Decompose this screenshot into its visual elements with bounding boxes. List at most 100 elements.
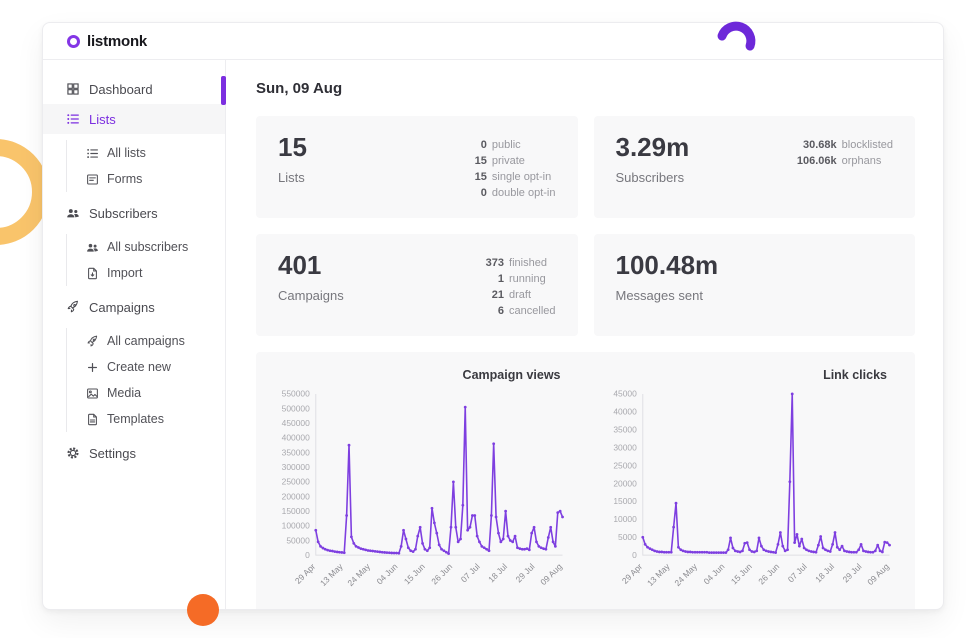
stat-label: Campaigns	[278, 287, 344, 303]
dashboard-icon	[66, 82, 80, 96]
svg-text:550000: 550000	[282, 389, 310, 399]
charts-panel: Campaign views 0 50000 100000 150000 200000 25…	[256, 352, 915, 609]
svg-text:30000: 30000	[613, 442, 637, 452]
sidebar-item-templates[interactable]: Templates	[86, 406, 225, 432]
sidebar-item-label: All lists	[107, 146, 146, 160]
sidebar-item-label: Templates	[107, 412, 164, 426]
svg-text:400000: 400000	[282, 433, 310, 443]
stat-main: 3.29m Subscribers	[616, 133, 690, 201]
stat-detail-label: double opt-in	[491, 187, 556, 199]
chart-campaign-views: Campaign views 0 50000 100000 150000 200000 25…	[270, 366, 571, 609]
sidebar-item-subscribers[interactable]: Subscribers	[43, 198, 225, 228]
stat-detail-value: 15	[474, 171, 487, 183]
stat-card-messages-sent: 100.48m Messages sent	[593, 234, 915, 336]
svg-text:5000: 5000	[618, 532, 637, 542]
stat-value: 100.48m	[615, 250, 719, 280]
svg-text:29 Jul: 29 Jul	[514, 561, 537, 584]
stat-detail-label: public	[491, 139, 521, 151]
sidebar-item-import[interactable]: Import	[86, 260, 225, 286]
app-window: listmonk Dashboard Lists All lists Forms Sub…	[42, 22, 944, 610]
svg-text:50000: 50000	[286, 535, 310, 545]
sidebar-item-label: Import	[107, 266, 143, 280]
logo-ring-icon	[67, 34, 80, 48]
stat-card-lists: 15 Lists 0 public 15 private 15 single opt-in 0 d…	[256, 116, 578, 218]
sidebar-item-label: All campaigns	[107, 334, 185, 348]
sidebar-item-label: Subscribers	[89, 205, 158, 221]
svg-text:35000: 35000	[613, 425, 637, 435]
stat-label: Subscribers	[615, 169, 685, 185]
svg-text:29 Apr: 29 Apr	[293, 561, 317, 585]
stat-main: 15 Lists	[278, 133, 307, 201]
template-icon	[86, 413, 99, 426]
stats-grid: 15 Lists 0 public 15 private 15 single opt-in 0 d…	[256, 116, 915, 336]
svg-text:13 May: 13 May	[644, 561, 671, 588]
sidebar-item-all-lists[interactable]: All lists	[86, 140, 225, 166]
svg-text:09 Aug: 09 Aug	[865, 561, 891, 587]
sidebar-item-settings[interactable]: Settings	[43, 438, 225, 468]
sidebar-scrollbar-thumb[interactable]	[221, 76, 226, 105]
svg-text:26 Jun: 26 Jun	[429, 561, 454, 586]
svg-text:24 May: 24 May	[672, 561, 699, 588]
people-icon	[66, 206, 80, 220]
stat-detail-value: 6	[497, 305, 505, 317]
svg-text:450000: 450000	[282, 418, 310, 428]
stat-details: 30.68k blocklisted 106.06k orphans	[797, 133, 893, 201]
chart-title: Campaign views	[462, 368, 561, 382]
brand-name: listmonk	[87, 32, 148, 50]
svg-text:04 Jun: 04 Jun	[374, 561, 399, 586]
svg-text:20000: 20000	[613, 478, 637, 488]
sidebar-item-all-subscribers[interactable]: All subscribers	[86, 234, 225, 260]
svg-text:0: 0	[305, 550, 310, 560]
sidebar-item-label: Settings	[89, 445, 136, 461]
sidebar-item-dashboard[interactable]: Dashboard	[43, 74, 225, 104]
app-header: listmonk	[43, 23, 943, 60]
sidebar-item-label: Forms	[107, 172, 143, 186]
svg-text:24 May: 24 May	[345, 561, 372, 588]
people-icon	[86, 241, 99, 254]
stat-detail-value: 30.68k	[802, 139, 837, 151]
sidebar-item-campaigns[interactable]: Campaigns	[43, 292, 225, 322]
svg-text:40000: 40000	[613, 407, 637, 417]
stat-detail-value: 373	[485, 257, 505, 269]
rocket-icon	[86, 335, 99, 348]
decorative-dot-icon	[187, 594, 219, 626]
sidebar-item-all-campaigns[interactable]: All campaigns	[86, 328, 225, 354]
chart-canvas: 0 50000 100000 150000 200000 250000 300000 3500…	[282, 389, 565, 588]
sidebar-item-create-new[interactable]: Create new	[86, 354, 225, 380]
stat-detail-label: private	[491, 155, 525, 167]
svg-text:150000: 150000	[282, 506, 310, 516]
svg-text:500000: 500000	[282, 403, 310, 413]
stat-label: Messages sent	[615, 287, 703, 303]
svg-text:07 Jul: 07 Jul	[459, 561, 482, 584]
import-icon	[86, 267, 99, 280]
listmonk-logo[interactable]: listmonk	[67, 33, 147, 50]
svg-text:26 Jun: 26 Jun	[756, 561, 781, 586]
sidebar: Dashboard Lists All lists Forms Subscribers A…	[43, 60, 226, 609]
date-heading: Sun, 09 Aug	[256, 80, 343, 97]
sidebar-item-media[interactable]: Media	[86, 380, 225, 406]
svg-text:100000: 100000	[282, 521, 310, 531]
svg-text:10000: 10000	[613, 514, 637, 524]
svg-text:45000: 45000	[613, 389, 637, 399]
stat-detail-value: 0	[480, 187, 487, 199]
stat-detail-label: single opt-in	[491, 171, 552, 183]
gear-icon	[66, 446, 80, 460]
stat-details	[888, 251, 893, 319]
svg-text:04 Jun: 04 Jun	[701, 561, 726, 586]
stat-detail-label: running	[509, 273, 546, 285]
svg-text:13 May: 13 May	[318, 561, 345, 588]
stat-detail-value: 21	[491, 289, 505, 301]
svg-text:09 Aug: 09 Aug	[538, 561, 564, 587]
sidebar-item-label: Dashboard	[89, 81, 153, 97]
stat-detail-value: 1	[497, 273, 505, 285]
svg-text:15 Jun: 15 Jun	[402, 561, 427, 586]
sidebar-item-label: Create new	[107, 360, 171, 374]
svg-text:0: 0	[632, 550, 637, 560]
chart-title: Link clicks	[823, 368, 887, 382]
list-icon	[66, 112, 80, 126]
stat-detail-label: draft	[509, 289, 532, 301]
stat-details: 373 finished 1 running 21 draft 6 cancelled	[486, 251, 556, 319]
sidebar-item-forms[interactable]: Forms	[86, 166, 225, 192]
sidebar-item-lists[interactable]: Lists	[43, 104, 225, 134]
